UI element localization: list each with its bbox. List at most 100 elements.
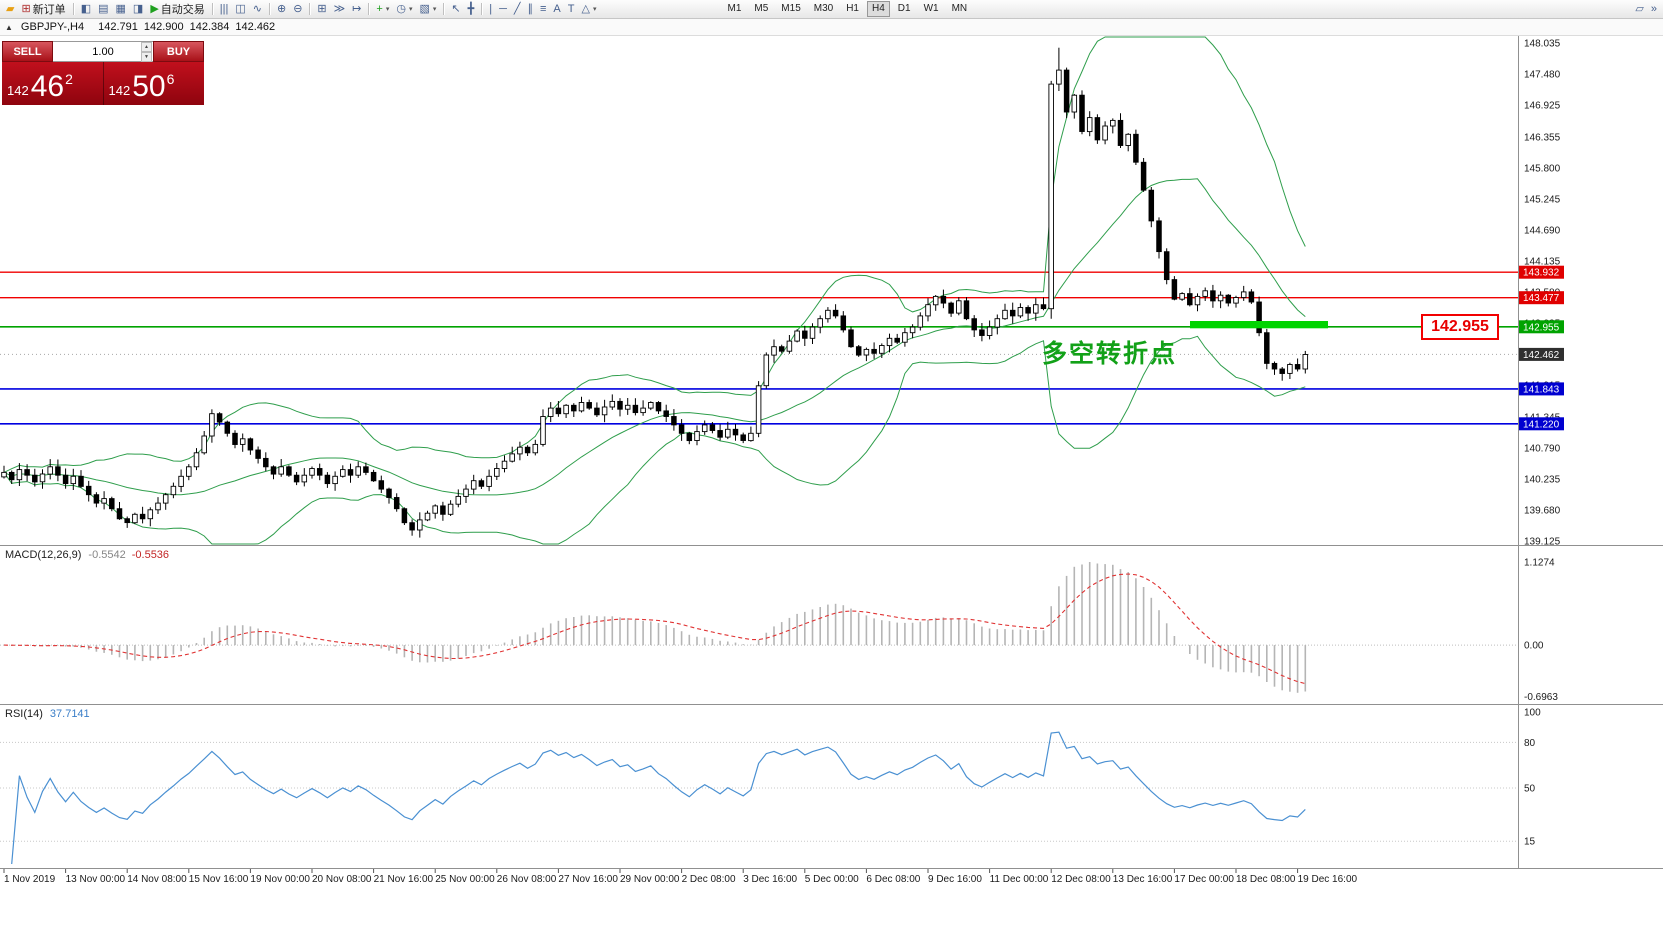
svg-text:11 Dec 00:00: 11 Dec 00:00 bbox=[990, 874, 1049, 885]
macd-name: MACD(12,26,9) bbox=[5, 549, 82, 561]
chart-window-icon-glyph: ▱ bbox=[1635, 2, 1644, 15]
navigator-icon[interactable]: ▤ bbox=[95, 2, 111, 17]
volume-input[interactable]: 1.00 ▲ ▼ bbox=[53, 41, 153, 62]
svg-text:21 Nov 16:00: 21 Nov 16:00 bbox=[374, 874, 434, 885]
indicators-button[interactable]: + ▾ bbox=[373, 2, 392, 17]
volume-up-button[interactable]: ▲ bbox=[141, 41, 152, 52]
crosshair-tool-icon[interactable]: ╋ bbox=[465, 2, 478, 17]
app-icon: ▰ bbox=[3, 2, 17, 17]
strategy-tester-icon[interactable]: ◨ bbox=[130, 2, 146, 17]
sell-price-sup: 2 bbox=[65, 71, 73, 87]
ohlc-open: 142.791 bbox=[98, 21, 138, 33]
bar-chart-icon[interactable]: ||| bbox=[217, 2, 232, 17]
svg-text:143.932: 143.932 bbox=[1523, 268, 1560, 279]
symbol-period-label: GBPJPY-,H4 bbox=[20, 21, 85, 33]
svg-text:139.125: 139.125 bbox=[1524, 536, 1561, 547]
templates-button[interactable]: ▧ ▾ bbox=[416, 2, 439, 17]
zoom-in-icon-glyph: ⊕ bbox=[276, 2, 287, 15]
svg-text:145.245: 145.245 bbox=[1524, 194, 1561, 205]
timeframe-h1[interactable]: H1 bbox=[846, 3, 859, 14]
timeframe-h4[interactable]: H4 bbox=[867, 1, 890, 17]
zoom-out-icon[interactable]: ⊖ bbox=[290, 2, 305, 17]
timeframe-m5[interactable]: M5 bbox=[754, 3, 769, 14]
fibonacci-tool-icon[interactable]: ≡ bbox=[537, 2, 549, 17]
price-tag-141.220: 141.220 bbox=[1519, 417, 1564, 431]
svg-text:147.480: 147.480 bbox=[1524, 70, 1561, 81]
cursor-tool-icon[interactable]: ↖ bbox=[448, 2, 463, 17]
vertical-line-tool-icon[interactable]: | bbox=[486, 2, 495, 17]
price-tag-141.843: 141.843 bbox=[1519, 382, 1564, 396]
line-chart-icon[interactable]: ∿ bbox=[250, 2, 265, 17]
svg-text:5 Dec 00:00: 5 Dec 00:00 bbox=[805, 874, 859, 885]
text-tool-icon[interactable]: A bbox=[550, 2, 563, 17]
tile-windows-icon[interactable]: ⊞ bbox=[314, 2, 329, 17]
collapse-icon[interactable]: ▲ bbox=[5, 22, 13, 32]
price-callout[interactable]: 142.955 bbox=[1421, 314, 1499, 340]
toolbar-separator bbox=[481, 3, 483, 15]
svg-text:9 Dec 16:00: 9 Dec 16:00 bbox=[928, 874, 982, 885]
zoom-out-icon-glyph: ⊖ bbox=[293, 2, 303, 15]
chart-window-icon[interactable]: ▱ bbox=[1632, 2, 1646, 17]
templates-glyph: ▧ bbox=[419, 2, 430, 15]
toolbar-overflow-icon[interactable]: » bbox=[1648, 2, 1660, 17]
label-tool-icon[interactable]: T bbox=[565, 2, 578, 17]
label-tool-icon-glyph: T bbox=[567, 2, 575, 15]
arrows-tool-icon[interactable]: △ ▾ bbox=[579, 2, 600, 17]
timeframe-m30[interactable]: M30 bbox=[813, 3, 834, 14]
trendline-tool-icon[interactable]: ╱ bbox=[511, 2, 524, 17]
svg-text:13 Nov 00:00: 13 Nov 00:00 bbox=[66, 874, 126, 885]
timeframe-mn[interactable]: MN bbox=[951, 3, 968, 14]
timeframe-d1[interactable]: D1 bbox=[897, 3, 911, 14]
sell-price-display[interactable]: 142 46 2 bbox=[2, 62, 104, 105]
candlestick-chart-icon[interactable]: ◫ bbox=[232, 2, 248, 17]
auto-trading-button[interactable]: ▶ 自动交易 bbox=[147, 2, 207, 17]
chart-title-bar: ▲ GBPJPY-,H4 142.791 142.900 142.384 142… bbox=[0, 19, 1663, 36]
buy-price-sup: 6 bbox=[166, 71, 175, 87]
dropdown-caret-icon: ▾ bbox=[592, 6, 597, 13]
auto-scroll-icon[interactable]: ≫ bbox=[331, 2, 349, 17]
volume-value: 1.00 bbox=[92, 45, 114, 58]
horizontal-line-tool-icon[interactable]: ─ bbox=[496, 2, 510, 17]
channel-tool-icon[interactable]: ∥ bbox=[525, 2, 537, 17]
buy-price-display[interactable]: 142 50 6 bbox=[103, 62, 204, 105]
new-order-button[interactable]: ⊞ 新订单 bbox=[18, 2, 68, 17]
text-tool-icon-glyph: A bbox=[553, 2, 561, 15]
horizontal-line-tool-icon-glyph: ─ bbox=[499, 2, 507, 15]
market-watch-icon[interactable]: ◧ bbox=[78, 2, 94, 17]
timeframe-m15[interactable]: M15 bbox=[781, 3, 801, 14]
buy-button[interactable]: BUY bbox=[153, 41, 204, 62]
bar-chart-icon-glyph: ||| bbox=[219, 2, 229, 15]
svg-text:144.135: 144.135 bbox=[1524, 256, 1561, 267]
macd-main-value: -0.5542 bbox=[88, 549, 126, 561]
zoom-in-icon[interactable]: ⊕ bbox=[274, 2, 289, 17]
channel-tool-icon-glyph: ∥ bbox=[527, 2, 534, 15]
trendline-tool-icon-glyph: ╱ bbox=[513, 2, 521, 15]
panel-separators[interactable] bbox=[0, 36, 1663, 869]
sell-button[interactable]: SELL bbox=[2, 41, 53, 62]
svg-text:80: 80 bbox=[1524, 738, 1536, 749]
periods-button[interactable]: ◷ ▾ bbox=[393, 2, 415, 17]
svg-text:0.00: 0.00 bbox=[1524, 641, 1544, 652]
buy-price-prefix: 142 bbox=[108, 83, 131, 98]
terminal-icon-glyph: ▦ bbox=[115, 2, 126, 15]
cursor-tool-icon-glyph: ↖ bbox=[451, 2, 461, 15]
volume-down-button[interactable]: ▼ bbox=[141, 51, 152, 62]
svg-text:12 Dec 08:00: 12 Dec 08:00 bbox=[1051, 874, 1111, 885]
support-highlight-bar[interactable] bbox=[1190, 321, 1328, 329]
macd-signal-value: -0.5536 bbox=[131, 549, 170, 561]
svg-text:50: 50 bbox=[1524, 784, 1536, 795]
timeframe-w1[interactable]: W1 bbox=[923, 3, 939, 14]
toolbar: ▰ ⊞ 新订单 ◧ ▤ ▦ ◨ ▶ 自动交易 ||| ◫ ∿ ⊕ ⊖ ⊞ ≫ ↦ + ▾ ◷ ▾ ▧ ▾ ↖ ╋ | ─ ╱ ∥ ≡ A T △… bbox=[0, 0, 1663, 19]
periods-glyph: ◷ bbox=[396, 2, 406, 15]
svg-text:141.843: 141.843 bbox=[1523, 384, 1560, 395]
chart-shift-icon[interactable]: ↦ bbox=[349, 2, 364, 17]
svg-text:-0.6963: -0.6963 bbox=[1524, 692, 1558, 703]
toolbar-separator bbox=[72, 3, 74, 15]
macd-histogram bbox=[10, 562, 1307, 693]
timeframe-m1[interactable]: M1 bbox=[727, 3, 742, 14]
market-watch-icon-glyph: ◧ bbox=[80, 2, 92, 15]
terminal-icon[interactable]: ▦ bbox=[113, 2, 129, 17]
ohlc-low: 142.384 bbox=[189, 21, 230, 33]
sell-price-big: 46 bbox=[30, 70, 65, 103]
